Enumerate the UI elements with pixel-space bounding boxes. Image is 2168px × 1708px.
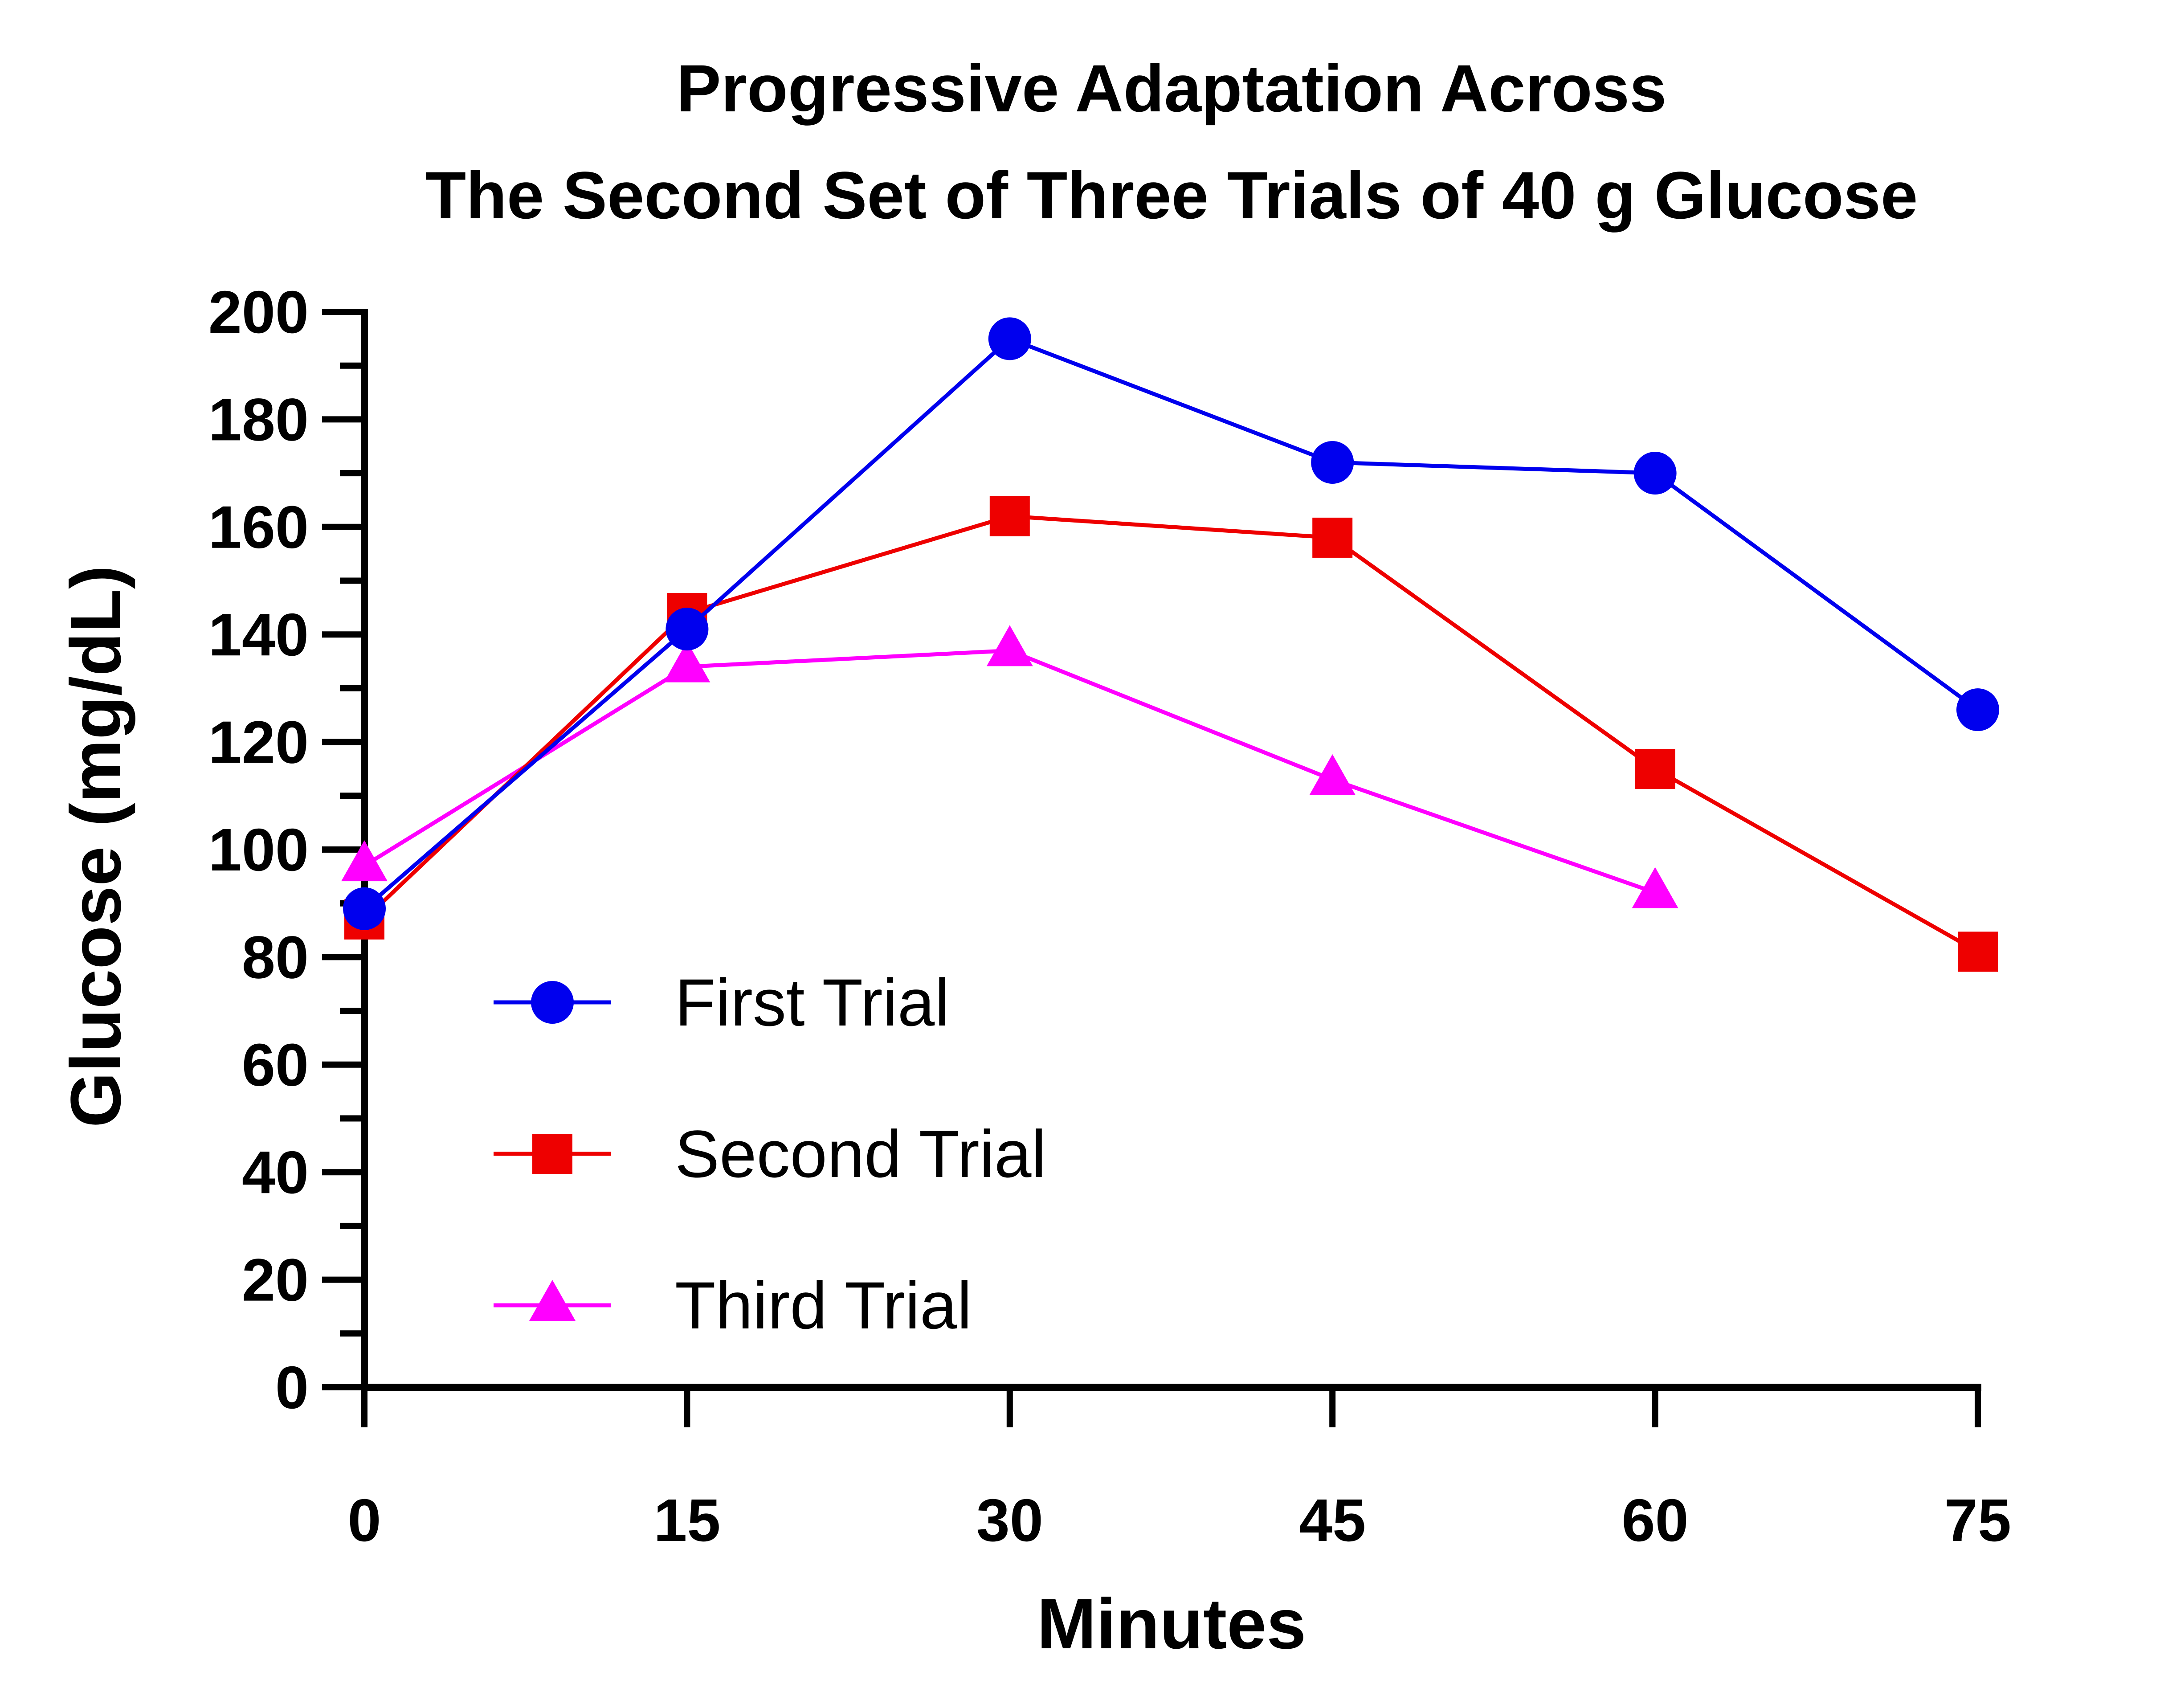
chart-title-line1: Progressive Adaptation Across (677, 51, 1667, 126)
data-point-second-trial (1312, 517, 1353, 558)
data-point-first-trial (1956, 688, 1999, 731)
y-tick-label: 80 (242, 923, 309, 991)
chart-title-line2: The Second Set of Three Trials of 40 g G… (425, 158, 1918, 233)
series-first-trial (343, 317, 1999, 930)
y-tick-label: 60 (242, 1031, 309, 1099)
y-tick-label: 20 (242, 1246, 309, 1314)
series-third-trial (341, 625, 1678, 908)
x-tick-label: 15 (653, 1487, 720, 1554)
series-line-second-trial (363, 514, 1979, 954)
series-second-trial (344, 496, 1998, 972)
data-point-second-trial (1958, 932, 1998, 972)
legend-marker-first-trial (531, 981, 574, 1024)
axes: 0 20 40 60 80 100 120 140 160 180 200 0 15 30 45 60 75 (208, 278, 2011, 1554)
legend: First Trial Second Trial Third Trial (494, 965, 1046, 1343)
x-tick-label: 75 (1944, 1487, 2011, 1554)
y-tick-label: 40 (242, 1139, 309, 1206)
legend-marker-third-trial (529, 1279, 576, 1321)
data-point-first-trial (666, 608, 709, 651)
series-line-third-trial (363, 648, 1656, 895)
legend-label-second-trial: Second Trial (675, 1116, 1046, 1191)
y-tick-label: 140 (208, 601, 309, 668)
series-line-first-trial (363, 336, 1979, 911)
legend-label-third-trial: Third Trial (675, 1268, 972, 1343)
y-tick-label: 100 (208, 816, 309, 883)
data-point-third-trial (341, 840, 388, 882)
y-axis-label: Glucose (mg/dL) (56, 565, 135, 1128)
x-axis-label: Minutes (1037, 1584, 1306, 1663)
data-point-second-trial (1635, 748, 1675, 789)
series-layer (341, 317, 1999, 972)
data-point-third-trial (664, 641, 710, 682)
y-tick-label: 120 (208, 709, 309, 776)
y-tick-label: 180 (208, 386, 309, 453)
data-point-second-trial (989, 496, 1030, 536)
legend-marker-second-trial (532, 1134, 572, 1174)
x-tick-label: 0 (347, 1487, 381, 1554)
data-point-third-trial (1309, 754, 1356, 796)
data-point-first-trial (1311, 441, 1354, 484)
x-tick-label: 60 (1622, 1487, 1689, 1554)
x-tick-label: 30 (976, 1487, 1043, 1554)
data-point-third-trial (986, 625, 1033, 666)
legend-label-first-trial: First Trial (675, 965, 950, 1040)
data-point-first-trial (343, 887, 386, 930)
y-tick-label: 0 (275, 1354, 309, 1421)
data-point-third-trial (1632, 867, 1678, 908)
data-point-first-trial (1633, 452, 1677, 495)
y-tick-label: 160 (208, 494, 309, 561)
data-point-first-trial (988, 317, 1031, 360)
x-tick-label: 45 (1299, 1487, 1366, 1554)
y-tick-label: 200 (208, 278, 309, 346)
